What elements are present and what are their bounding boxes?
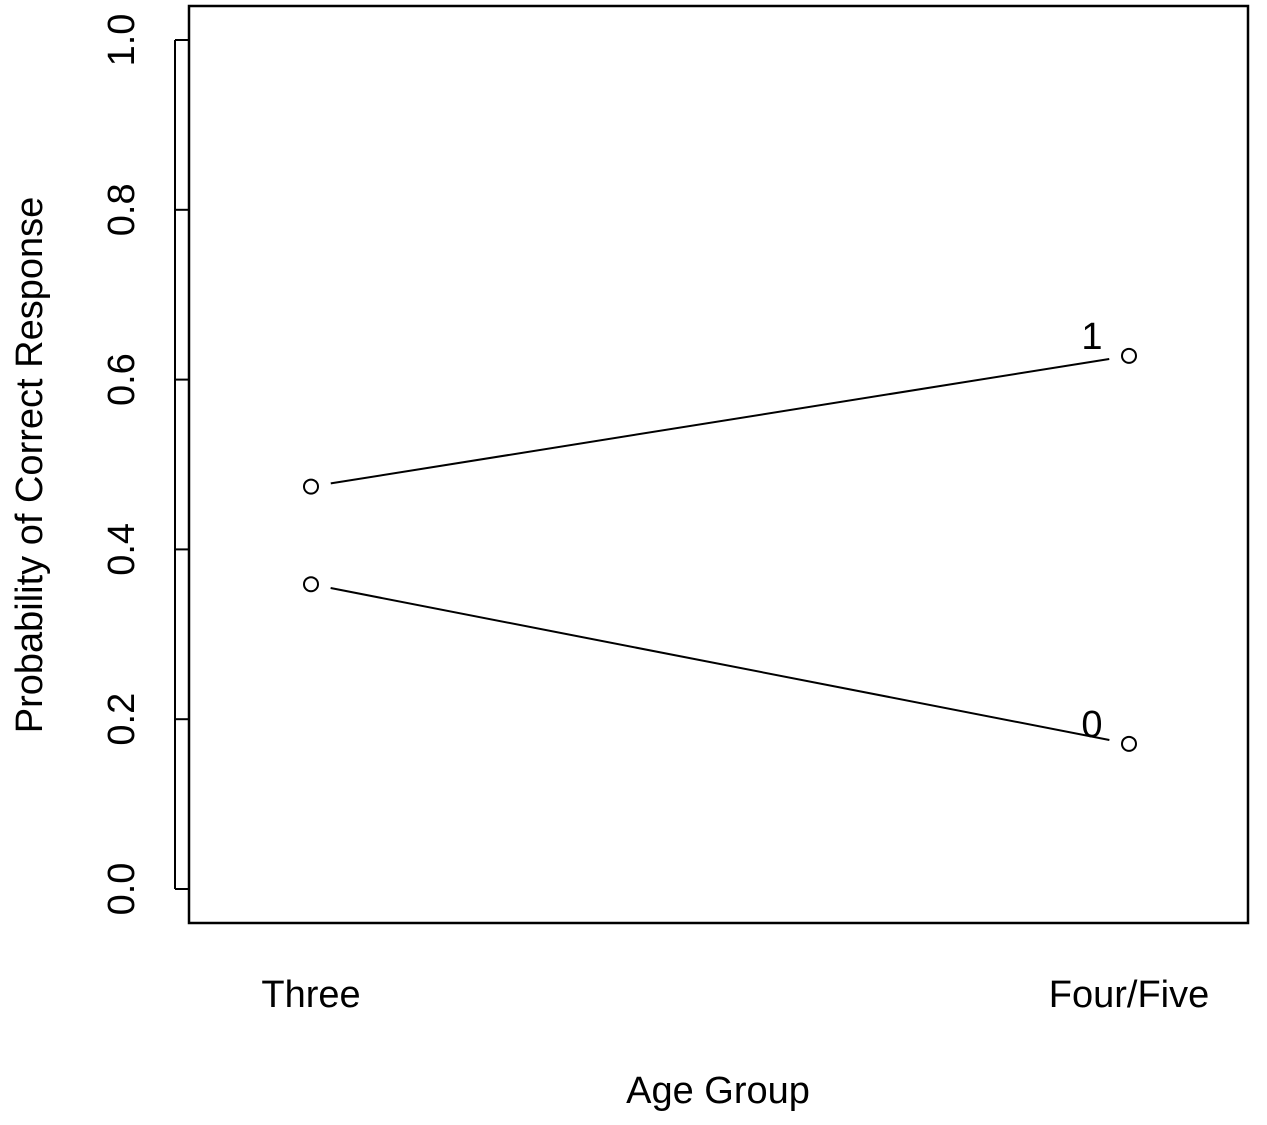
series-end-label: 0 — [1081, 704, 1102, 746]
y-tick-label: 1.0 — [101, 14, 143, 67]
series-end-label: 1 — [1081, 316, 1102, 358]
series-layer: 10 — [303, 316, 1137, 752]
y-axis: 0.0 0.2 0.4 0.6 0.8 1.0 — [101, 14, 189, 916]
plot-frame — [187, 4, 1250, 925]
y-tick-label: 0.4 — [101, 523, 143, 576]
series-line — [330, 357, 1110, 485]
x-axis-title: Age Group — [626, 1070, 810, 1112]
data-point — [1121, 347, 1137, 364]
y-tick-label: 0.0 — [101, 863, 143, 916]
data-point — [303, 478, 319, 495]
y-tick-label: 0.6 — [101, 353, 143, 406]
y-tick-label: 0.8 — [101, 183, 143, 236]
y-axis-title: Probability of Correct Response — [9, 197, 51, 733]
x-category-label: Three — [261, 974, 360, 1016]
x-axis: Three Four/Five — [261, 974, 1209, 1016]
data-point — [1121, 735, 1137, 752]
y-tick-label: 0.2 — [101, 693, 143, 746]
x-category-label: Four/Five — [1049, 974, 1209, 1016]
series-line — [330, 587, 1110, 741]
data-point — [303, 576, 319, 593]
